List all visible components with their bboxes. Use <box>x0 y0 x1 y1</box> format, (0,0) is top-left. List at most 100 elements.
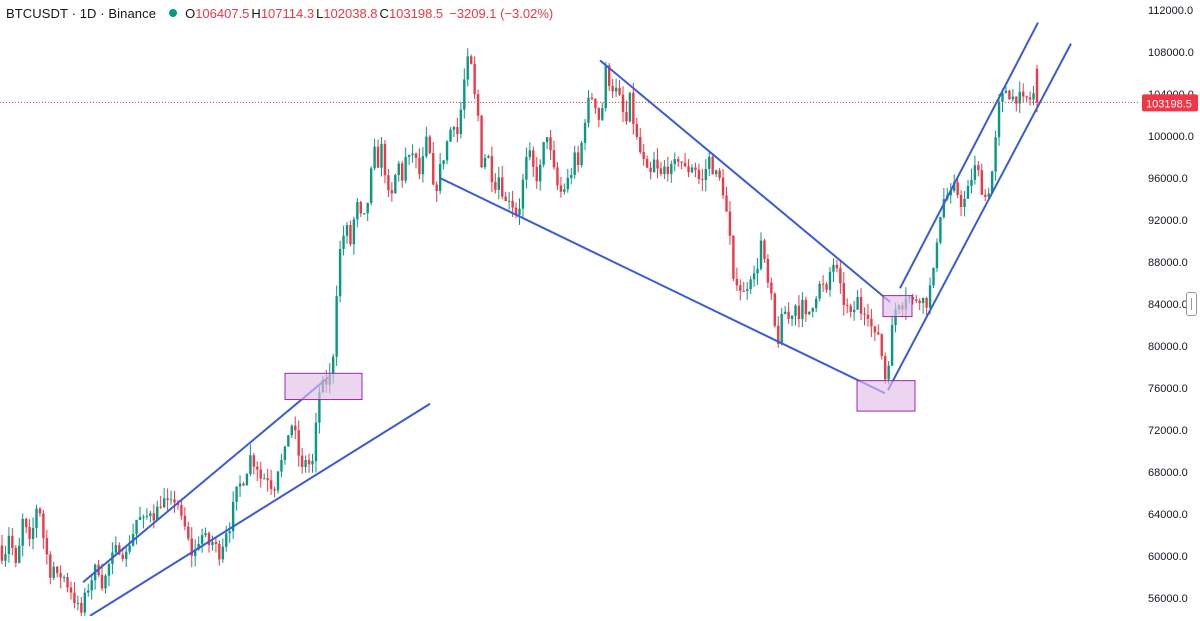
candle-body <box>1008 90 1011 100</box>
candle-body <box>590 97 594 99</box>
candle-body <box>252 455 256 467</box>
candle-body <box>507 200 511 202</box>
candle-body <box>283 446 287 461</box>
candle-body <box>780 314 783 345</box>
candle-body <box>842 283 845 305</box>
candle-body <box>345 225 349 236</box>
candle-body <box>1032 93 1035 100</box>
candle-body <box>987 193 990 197</box>
candle-body <box>718 170 721 178</box>
trendline-1 <box>82 376 329 584</box>
candle-body <box>704 168 707 181</box>
candle-body <box>911 297 914 300</box>
candles-layer <box>0 48 1039 621</box>
candle-body <box>490 156 494 183</box>
candle-body <box>90 580 93 591</box>
symbol-legend: BTCUSDT · 1D · Binance O 106407.5 H 1071… <box>6 4 553 22</box>
candle-body <box>525 157 528 180</box>
candle-body <box>583 122 587 143</box>
candle-body <box>287 435 290 447</box>
price-tick-label: 60000.0 <box>1148 551 1188 563</box>
candle-body <box>666 166 670 175</box>
price-tick-label: 72000.0 <box>1148 425 1188 437</box>
candle-body <box>759 240 763 269</box>
candle-body <box>1022 91 1025 97</box>
candle-body <box>552 150 556 168</box>
highlight-box-7 <box>284 372 363 401</box>
candle-body <box>645 159 649 168</box>
candle-body <box>877 332 880 335</box>
candle-body <box>511 200 514 208</box>
candle-body <box>935 242 939 268</box>
candle-body <box>739 285 742 291</box>
highlight-box-8 <box>856 380 916 412</box>
change-value: −3209.1 (−3.02%) <box>449 5 554 21</box>
candle-body <box>849 305 852 313</box>
axis-drag-handle-icon[interactable] <box>1186 292 1197 316</box>
candle-body <box>266 478 269 481</box>
candle-body <box>576 152 580 166</box>
candle-body <box>56 566 59 574</box>
candle-body <box>521 179 525 209</box>
candle-body <box>314 422 318 462</box>
candle-body <box>746 289 749 292</box>
candle-body <box>4 554 7 561</box>
candle-body <box>449 129 452 142</box>
candle-body <box>608 65 611 86</box>
candle-body <box>76 602 80 604</box>
candle-body <box>7 535 11 555</box>
candle-body <box>942 199 946 218</box>
candle-body <box>442 160 445 165</box>
candle-body <box>601 108 604 120</box>
candle-body <box>587 97 590 123</box>
candle-body <box>818 283 821 299</box>
candle-body <box>138 517 142 520</box>
candle-body <box>880 334 883 357</box>
candle-body <box>452 127 456 130</box>
candle-body <box>66 577 69 588</box>
candle-body <box>825 284 828 290</box>
candle-body <box>549 137 552 151</box>
drawings-layer <box>0 22 1140 617</box>
candle-body <box>604 65 607 109</box>
candle-body <box>639 136 642 152</box>
candle-body <box>487 156 490 158</box>
candle-body <box>670 164 673 175</box>
candle-body <box>635 124 638 137</box>
candle-body <box>659 168 663 174</box>
candle-body <box>966 185 970 199</box>
candle-body <box>1028 97 1032 100</box>
candle-body <box>921 297 925 303</box>
price-tick-label: 92000.0 <box>1148 215 1188 227</box>
candle-body <box>728 211 732 236</box>
candle-body <box>1035 68 1039 103</box>
candle-body <box>14 547 17 563</box>
candle-body <box>866 314 870 319</box>
candle-body <box>435 184 438 192</box>
last-price-badge <box>1142 94 1198 112</box>
candle-body <box>35 508 38 529</box>
price-axis: 56000.0 60000.0 64000.0 68000.0 72000.0 76000… <box>1142 5 1198 605</box>
candle-body <box>632 92 635 125</box>
candle-body <box>376 146 380 168</box>
symbol-title[interactable]: BTCUSDT · 1D · Binance <box>6 5 157 21</box>
candle-body <box>804 299 808 315</box>
candle-body <box>156 506 159 521</box>
candle-body <box>752 273 756 280</box>
candle-body <box>953 182 956 191</box>
candle-body <box>656 159 659 169</box>
candle-body <box>432 152 435 185</box>
candle-body <box>190 538 193 556</box>
candle-body <box>231 501 235 532</box>
candle-body <box>994 137 997 172</box>
candle-body <box>104 575 107 589</box>
candle-body <box>890 325 894 366</box>
price-tick-label: 88000.0 <box>1148 257 1188 269</box>
price-tick-label: 80000.0 <box>1148 341 1188 353</box>
candle-body <box>663 166 666 174</box>
candle-body <box>580 142 583 166</box>
candle-body <box>928 285 932 308</box>
candle-body <box>290 425 293 436</box>
